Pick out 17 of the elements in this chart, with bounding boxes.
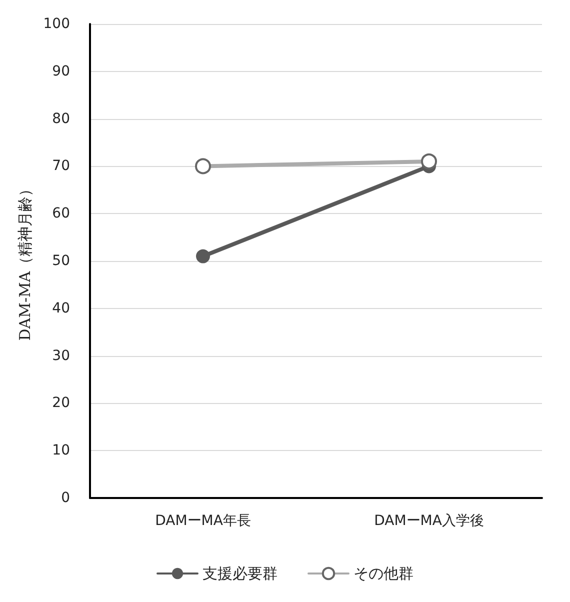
y-tick-label: 10 xyxy=(52,442,70,459)
point xyxy=(196,249,210,264)
y-tick-label: 40 xyxy=(52,300,70,316)
y-tick-label: 70 xyxy=(52,158,70,174)
x-tick-label: DAMーMA入学後 xyxy=(374,513,484,529)
legend-label: 支援必要群 xyxy=(202,564,278,582)
y-tick-label: 100 xyxy=(43,16,70,32)
y-tick-label: 30 xyxy=(52,348,70,364)
legend-label: その他群 xyxy=(354,564,414,582)
y-tick-label: 0 xyxy=(61,490,70,506)
y-axis-title: DAM-MA（精神月齢） xyxy=(16,181,34,341)
y-tick-label: 80 xyxy=(52,110,70,127)
y-tick-label: 90 xyxy=(52,63,70,80)
x-tick-label: DAMーMA年長 xyxy=(155,513,251,529)
y-tick-label: 20 xyxy=(52,395,70,412)
y-tick-label: 50 xyxy=(52,253,70,269)
y-tick-label: 60 xyxy=(52,206,70,222)
